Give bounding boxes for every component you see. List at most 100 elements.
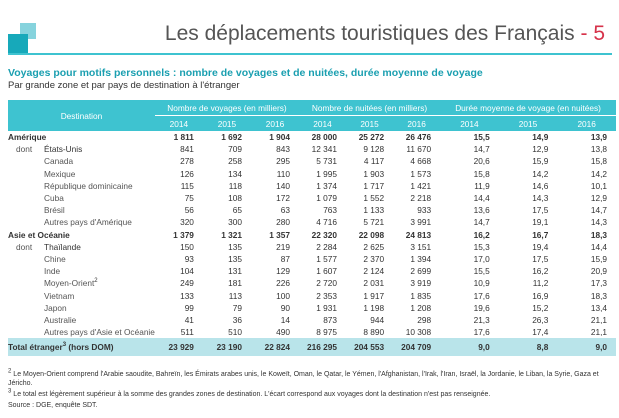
value-cell: 13,4: [590, 302, 607, 313]
value-cell: 1 421: [410, 180, 432, 191]
footnote-text: Le total est légèrement supérieur à la s…: [13, 391, 491, 398]
value-cell: 1 811: [173, 132, 194, 143]
country-name: Inde: [44, 266, 61, 277]
destination-cell: Asie et Océanie: [8, 229, 155, 241]
value-cell: 2 625: [363, 241, 385, 252]
value-cell: 131: [228, 266, 242, 277]
value-cell: 1 835: [410, 290, 432, 301]
value-cell: 15,9: [590, 253, 607, 264]
value-cell: 22 320: [311, 229, 338, 240]
country-name: États-Unis: [44, 144, 83, 155]
year-header: 2015: [498, 115, 558, 131]
value-cell: 320: [180, 217, 194, 228]
value-cell: 15,5: [473, 132, 490, 143]
logo-square-dark: [8, 34, 28, 54]
total-row: Total étranger3 (hors DOM) 23 929 23 190 22…: [8, 338, 616, 357]
value-cell: 8 890: [363, 327, 385, 338]
value-cell: 1 995: [316, 168, 338, 179]
value-cell: 17,6: [473, 327, 490, 338]
value-cell: 2 284: [316, 241, 338, 252]
value-cell: 75: [184, 193, 194, 204]
total-value: 204 553: [346, 338, 394, 357]
country-name: République dominicaine: [44, 180, 133, 191]
country-row: Canada 278 258 295 5 731 4 117 4 668 20,6 15,9 15…: [8, 155, 616, 167]
value-cell: 15,8: [590, 156, 607, 167]
value-cell: 13,6: [473, 205, 490, 216]
value-cell: 1 573: [410, 168, 432, 179]
footnote-text: Le Moyen-Orient comprend l'Arabie saoudi…: [8, 371, 599, 387]
zone-row: Asie et Océanie 1 379 1 321 1 357 22 320 22 0…: [8, 229, 616, 241]
country-name: Japon: [44, 302, 67, 313]
data-table: Destination Nombre de voyages (en millie…: [8, 100, 616, 357]
total-value: 216 295: [298, 338, 347, 357]
value-cell: 14,2: [532, 168, 549, 179]
country-row: Japon 99 79 90 1 931 1 198 1 208 19,6 15,2 13,4: [8, 302, 616, 314]
value-cell: 63: [280, 205, 290, 216]
value-cell: 14,6: [532, 180, 549, 191]
total-name: Total étranger: [8, 342, 63, 353]
year-header: 2014: [298, 115, 347, 131]
value-cell: 944: [370, 314, 385, 325]
value-cell: 135: [228, 241, 242, 252]
value-cell: 17,5: [532, 253, 549, 264]
value-cell: 19,1: [532, 217, 549, 228]
total-suffix: (hors DOM): [66, 342, 114, 353]
value-cell: 1 208: [410, 302, 432, 313]
total-value: 22 824: [250, 338, 299, 357]
year-header: 2015: [202, 115, 251, 131]
value-cell: 1 394: [410, 253, 432, 264]
country-row: Moyen-Orient2 249 181 226 2 720 2 031 3 919 10,…: [8, 277, 616, 289]
value-cell: 79: [232, 302, 242, 313]
country-row: Autres pays d'Amérique 320 300 280 4 716 5 72…: [8, 216, 616, 228]
value-cell: 14,7: [473, 144, 490, 155]
country-name: Cuba: [44, 193, 64, 204]
value-cell: 12 341: [311, 144, 338, 155]
value-cell: 1 607: [316, 266, 338, 277]
value-cell: 511: [180, 327, 194, 338]
value-cell: 298: [417, 314, 432, 325]
table-subtitle: Par grande zone et par pays de destinati…: [8, 80, 240, 91]
value-cell: 21,1: [590, 327, 607, 338]
value-cell: 10,1: [590, 180, 607, 191]
destination-cell: Amérique: [8, 131, 155, 143]
value-cell: 2 370: [363, 253, 385, 264]
country-row: Vietnam 133 113 100 2 353 1 917 1 835 17,6 16,9 1…: [8, 289, 616, 301]
value-cell: 19,6: [473, 302, 490, 313]
group-header-voyages: Nombre de voyages (en milliers): [154, 100, 299, 116]
destination-cell: Australie: [8, 314, 155, 326]
value-cell: 2 353: [316, 290, 338, 301]
total-value: 23 190: [202, 338, 251, 357]
footnote-mark: 3: [62, 342, 67, 349]
total-value: 8,8: [498, 338, 558, 357]
value-cell: 1 321: [221, 229, 242, 240]
value-cell: 93: [184, 253, 194, 264]
zone-row: Amérique 1 811 1 692 1 904 28 000 25 272 26 47…: [8, 131, 616, 143]
country-name: Moyen-Orient: [44, 278, 95, 289]
value-cell: 12,9: [532, 144, 549, 155]
value-cell: 12,9: [590, 193, 607, 204]
value-cell: 21,1: [590, 314, 607, 325]
value-cell: 258: [228, 156, 242, 167]
year-header: 2016: [557, 115, 616, 131]
destination-cell: Brésil: [8, 204, 155, 216]
value-cell: 36: [232, 314, 242, 325]
total-value: 204 709: [393, 338, 441, 357]
value-cell: 17,5: [532, 205, 549, 216]
value-cell: 1 717: [363, 180, 385, 191]
value-cell: 15,3: [473, 241, 490, 252]
value-cell: 8 975: [316, 327, 338, 338]
value-cell: 278: [180, 156, 194, 167]
group-header-nuitees: Nombre de nuitées (en milliers): [298, 100, 441, 116]
value-cell: 25 272: [358, 132, 385, 143]
country-row: Autres pays d'Asie et Océanie 511 510 490 8 …: [8, 326, 616, 338]
destination-cell: Chine: [8, 253, 155, 265]
page-title: Les déplacements touristiques des França…: [165, 22, 605, 46]
value-cell: 17,3: [590, 278, 607, 289]
value-cell: 14,3: [590, 217, 607, 228]
year-header: 2014: [154, 115, 203, 131]
value-cell: 100: [276, 290, 290, 301]
destination-cell: dont Thaïlande: [8, 241, 155, 253]
destination-cell: Vietnam: [8, 289, 155, 301]
total-value: 9,0: [557, 338, 616, 357]
value-cell: 15,2: [532, 302, 549, 313]
